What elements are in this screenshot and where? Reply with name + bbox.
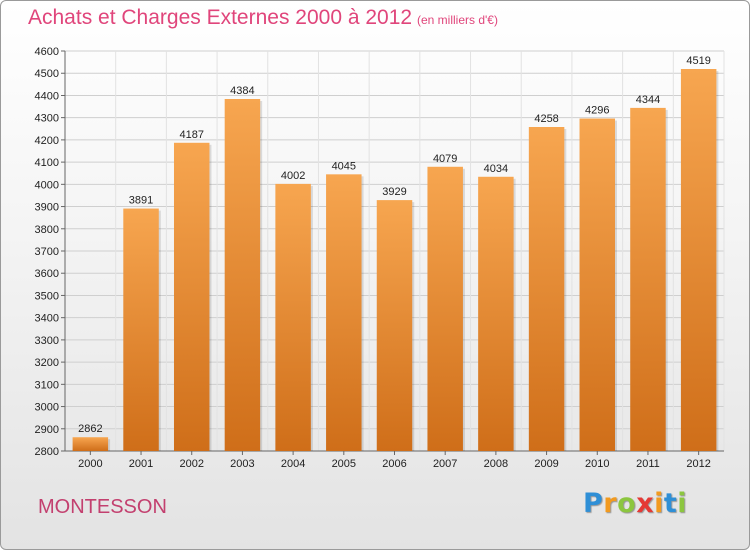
y-tick-label: 3400: [35, 313, 59, 325]
x-tick-label: 2010: [585, 458, 609, 470]
bar: [528, 127, 565, 451]
x-tick-label: 2007: [433, 458, 457, 470]
bar: [427, 166, 463, 451]
bar-value-label: 4519: [686, 55, 710, 67]
y-tick-label: 4100: [35, 157, 59, 169]
y-tick-label: 3500: [35, 290, 59, 302]
x-tick-label: 2002: [179, 458, 203, 470]
bar: [224, 99, 261, 451]
commune-name: MONTESSON: [38, 496, 167, 518]
bar: [326, 174, 362, 452]
chart-subtitle: (en milliers d'€): [417, 13, 498, 27]
logo-letter: r: [603, 488, 618, 519]
bar-value-label: 4045: [332, 160, 356, 172]
x-tick-label: 2003: [230, 458, 254, 470]
x-tick-label: 2006: [382, 458, 406, 470]
bar-value-label: 4258: [534, 113, 558, 125]
bar: [275, 183, 311, 451]
y-tick-label: 4500: [35, 68, 59, 80]
bar: [478, 176, 514, 451]
bar-value-label: 4079: [433, 153, 457, 165]
bar: [579, 118, 616, 452]
x-tick-label: 2005: [332, 458, 356, 470]
bar: [173, 142, 210, 451]
logo-letter: x: [636, 488, 655, 519]
y-tick-label: 3100: [35, 379, 59, 391]
bar: [376, 200, 413, 451]
bar-value-label: 4384: [230, 85, 254, 97]
bar-value-label: 4296: [585, 105, 609, 117]
y-tick-label: 4200: [35, 135, 59, 147]
x-tick-label: 2000: [78, 458, 102, 470]
bar: [630, 107, 666, 451]
y-tick-label: 2800: [35, 446, 59, 458]
proxiti-logo[interactable]: Proxiti: [583, 488, 687, 519]
logo-letter: P: [583, 488, 604, 519]
y-tick-label: 2900: [35, 424, 59, 436]
y-tick-label: 3300: [35, 335, 59, 347]
labels: 2862 2000 3891 2001 4187 2002 4384 2003 4002 2004…: [78, 55, 711, 470]
bar: [680, 69, 717, 451]
y-tick-label: 3200: [35, 357, 59, 369]
bar: [123, 208, 159, 451]
x-tick-label: 2008: [484, 458, 508, 470]
y-tick-label: 3800: [35, 224, 59, 236]
bar-value-label: 2862: [78, 423, 102, 435]
bar: [72, 437, 109, 451]
y-tick-label: 3700: [35, 246, 59, 258]
bars: [72, 69, 719, 452]
y-tick-label: 4300: [35, 113, 59, 125]
x-tick-label: 2012: [686, 458, 710, 470]
bar-value-label: 4187: [179, 129, 203, 141]
logo-letter: t: [663, 488, 678, 519]
bar-value-label: 4002: [281, 170, 305, 182]
x-tick-label: 2011: [636, 458, 660, 470]
y-tick-label: 4600: [35, 46, 59, 58]
bar-value-label: 3891: [129, 195, 153, 207]
y-tick-label: 4400: [35, 90, 59, 102]
x-tick-label: 2001: [129, 458, 153, 470]
y-tick-label: 3900: [35, 202, 59, 214]
y-tick-label: 3600: [35, 268, 59, 280]
bar-value-label: 3929: [382, 186, 406, 198]
y-tick-label: 3000: [35, 402, 59, 414]
x-tick-label: 2004: [281, 458, 305, 470]
chart-title: Achats et Charges Externes 2000 à 2012: [28, 6, 413, 29]
bar-value-label: 4034: [484, 163, 508, 175]
logo-letter: i: [654, 488, 664, 519]
x-tick-label: 2009: [534, 458, 558, 470]
logo-letter: i: [677, 488, 688, 519]
logo-letter: o: [617, 488, 637, 519]
bar-value-label: 4344: [636, 94, 660, 106]
y-tick-label: 4000: [35, 179, 59, 191]
